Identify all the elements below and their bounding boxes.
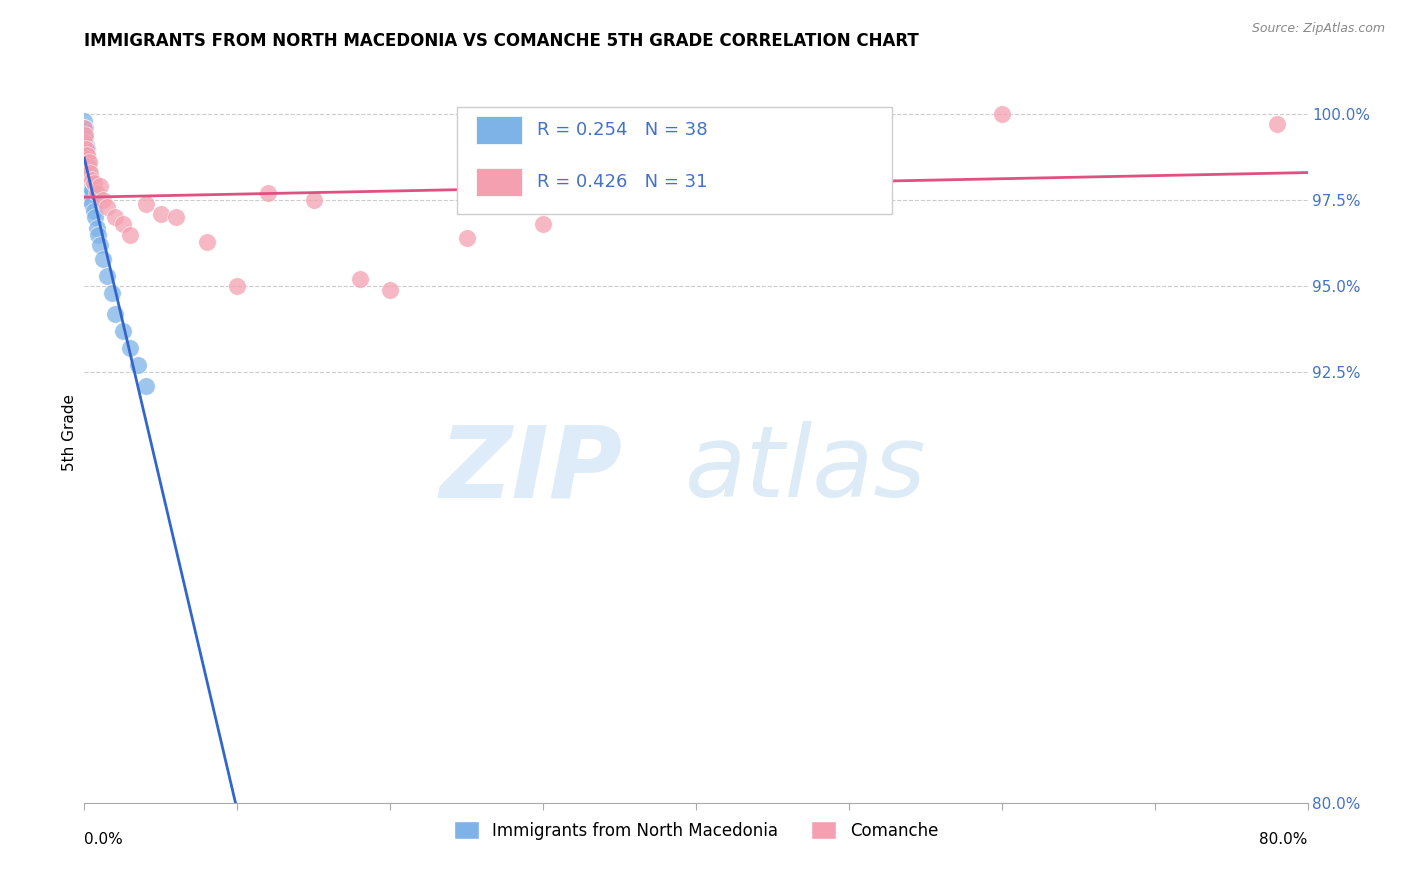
Point	[149, 207, 172, 221]
Point	[165, 211, 187, 225]
Point	[73, 152, 96, 166]
Point	[101, 286, 124, 301]
Text: atlas: atlas	[685, 421, 927, 518]
Point	[76, 148, 98, 162]
FancyBboxPatch shape	[475, 116, 522, 144]
Point	[380, 283, 402, 297]
Point	[86, 186, 108, 201]
Point	[89, 238, 111, 252]
Point	[75, 155, 97, 169]
Point	[86, 220, 108, 235]
Text: IMMIGRANTS FROM NORTH MACEDONIA VS COMANCHE 5TH GRADE CORRELATION CHART: IMMIGRANTS FROM NORTH MACEDONIA VS COMAN…	[84, 32, 920, 50]
Point	[84, 211, 107, 225]
Point	[73, 183, 96, 197]
Point	[77, 155, 100, 169]
Point	[195, 235, 218, 249]
Point	[111, 217, 134, 231]
Point	[991, 107, 1014, 121]
Point	[73, 142, 96, 156]
Point	[76, 166, 98, 180]
Point	[91, 193, 114, 207]
Point	[73, 124, 96, 138]
Point	[73, 114, 96, 128]
Point	[77, 155, 100, 169]
Y-axis label: 5th Grade: 5th Grade	[62, 394, 77, 471]
Point	[120, 227, 142, 242]
Point	[75, 128, 97, 142]
Text: Source: ZipAtlas.com: Source: ZipAtlas.com	[1251, 22, 1385, 36]
Point	[76, 152, 98, 166]
Text: 80.0%: 80.0%	[1260, 832, 1308, 847]
Point	[75, 190, 97, 204]
Point	[76, 142, 98, 156]
Point	[73, 135, 96, 149]
Point	[104, 307, 127, 321]
Point	[75, 142, 97, 156]
Point	[111, 324, 134, 338]
Point	[120, 341, 142, 355]
Point	[73, 172, 96, 186]
Legend: Immigrants from North Macedonia, Comanche: Immigrants from North Macedonia, Comanch…	[447, 814, 945, 847]
Point	[75, 120, 97, 135]
Point	[73, 135, 96, 149]
Point	[75, 169, 97, 183]
Point	[87, 227, 110, 242]
Point	[531, 217, 554, 231]
Point	[79, 166, 101, 180]
Point	[302, 193, 325, 207]
Point	[77, 162, 100, 177]
Point	[96, 200, 118, 214]
Point	[76, 159, 98, 173]
Point	[104, 211, 127, 225]
Point	[89, 179, 111, 194]
Point	[76, 148, 98, 162]
Point	[80, 172, 103, 186]
Point	[135, 379, 157, 393]
Point	[96, 268, 118, 283]
FancyBboxPatch shape	[457, 107, 891, 214]
Point	[79, 169, 101, 183]
Point	[456, 231, 478, 245]
Point	[257, 186, 280, 201]
Text: R = 0.254   N = 38: R = 0.254 N = 38	[537, 120, 707, 139]
Point	[77, 179, 100, 194]
Point	[80, 183, 103, 197]
Point	[75, 145, 97, 159]
Point	[135, 196, 157, 211]
Point	[73, 162, 96, 177]
Point	[75, 131, 97, 145]
Point	[80, 196, 103, 211]
Point	[226, 279, 249, 293]
Point	[77, 159, 100, 173]
Point	[349, 272, 371, 286]
FancyBboxPatch shape	[475, 168, 522, 195]
Text: R = 0.426   N = 31: R = 0.426 N = 31	[537, 173, 707, 191]
Point	[73, 120, 96, 135]
Point	[75, 138, 97, 153]
Text: ZIP: ZIP	[440, 421, 623, 518]
Point	[83, 203, 105, 218]
Point	[127, 359, 149, 373]
Point	[91, 252, 114, 266]
Text: 0.0%: 0.0%	[84, 832, 124, 847]
Point	[1265, 117, 1288, 131]
Point	[83, 176, 105, 190]
